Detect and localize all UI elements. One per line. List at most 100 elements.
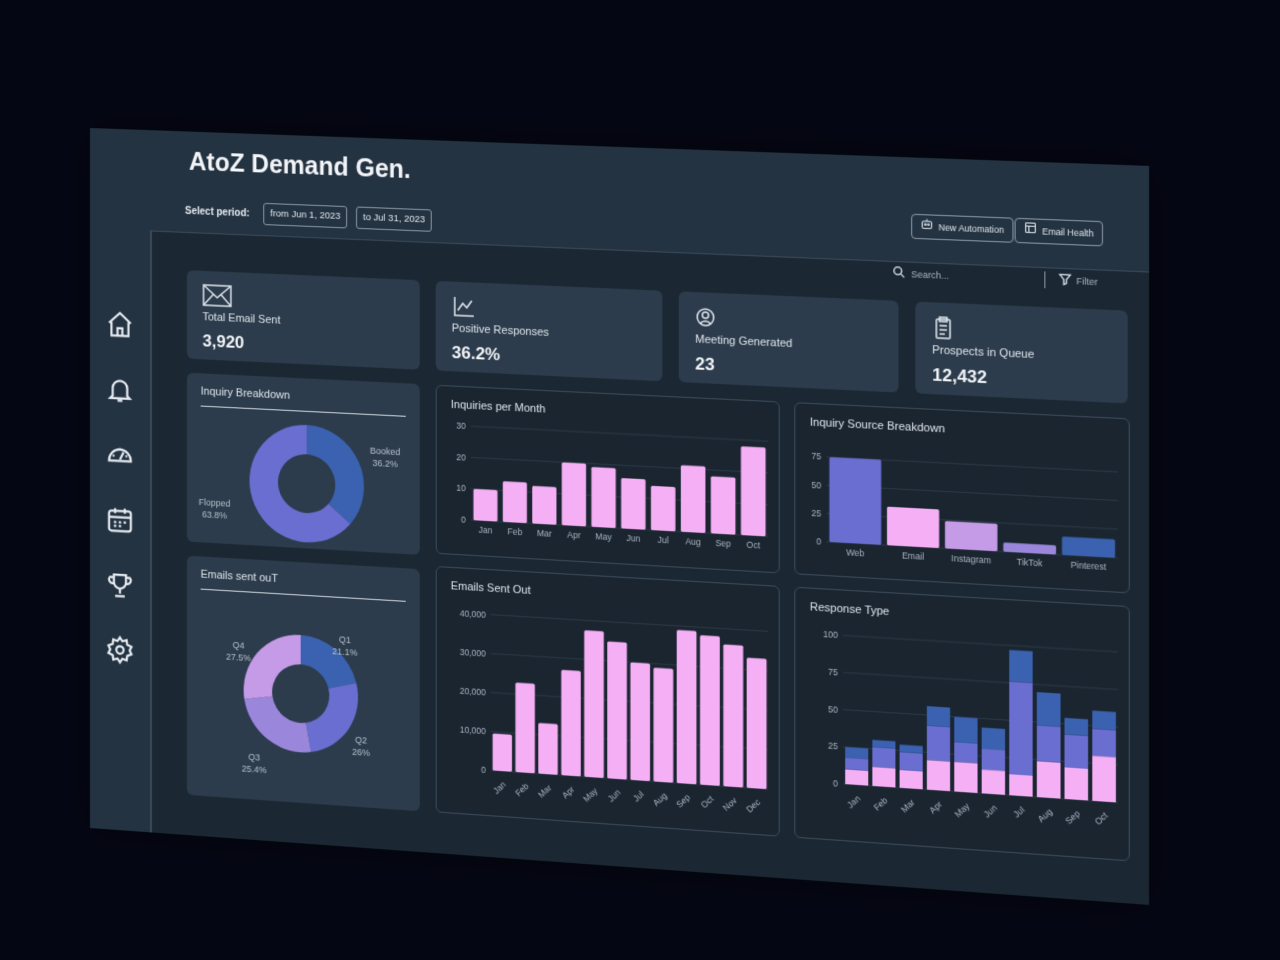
bar-segment-may-0: [954, 762, 977, 793]
bar-feb: [503, 481, 527, 523]
y-tick-label: 50: [811, 479, 821, 490]
bar-aug: [681, 465, 706, 533]
inquiry-source-card: Inquiry Source Breakdown 0 25 50 75 Web Email…: [794, 402, 1130, 593]
bar-segment-oct-1: [1092, 729, 1116, 758]
stat-card-total-email: Total Email Sent 3,920: [187, 270, 420, 370]
y-tick-label: 75: [828, 666, 838, 677]
x-tick-label: Jul: [658, 535, 669, 546]
x-tick-label: Jun: [981, 802, 999, 820]
bar-sep: [677, 630, 697, 785]
y-tick-label: 20: [456, 452, 466, 463]
stat-value: 12,432: [932, 365, 987, 388]
bar-segment-apr-2: [927, 706, 950, 727]
pie-label-booked: Booked 36.2%: [370, 444, 400, 470]
bar-segment-jun-0: [982, 769, 1005, 795]
inquiries-per-month-card: Inquiries per Month 0 10 20 30 Jan Feb Mar Apr M…: [436, 385, 780, 574]
calendar-icon[interactable]: [104, 502, 137, 538]
toolbar-divider: [1044, 271, 1045, 288]
robot-icon: [921, 215, 934, 238]
x-tick-label: Oct: [746, 539, 760, 550]
bar-segment-jun-2: [982, 728, 1005, 750]
emails-sent-bar-chart: 0 10,000 20,000 30,000 40,000 Jan Feb Mar Apr May…: [437, 567, 779, 835]
pie-label-value: 36.2%: [370, 457, 400, 471]
x-tick-label: Aug: [651, 790, 669, 808]
x-tick-label: May: [581, 785, 600, 804]
bar-segment-sep-2: [1065, 718, 1089, 736]
x-tick-label: Jan: [845, 793, 863, 810]
gridline: [471, 426, 769, 441]
bar-mar: [532, 486, 556, 525]
pie-label-q2: Q2 26%: [352, 733, 370, 759]
bar-segment-feb-0: [872, 767, 895, 788]
bar-oct: [741, 446, 766, 536]
x-tick-label: May: [952, 800, 972, 820]
bar-apr: [562, 462, 586, 526]
x-tick-label: Apr: [567, 529, 581, 540]
bar-segment-aug-0: [1037, 761, 1061, 799]
email-health-label: Email Health: [1042, 220, 1093, 245]
x-tick-label: Sep: [715, 538, 731, 549]
pie-label-q1: Q1 21.1%: [332, 633, 357, 659]
x-tick-label: Sep: [674, 792, 692, 810]
x-tick-label: Feb: [871, 795, 889, 813]
bar-may: [591, 467, 615, 528]
bar-pinterest: [1062, 537, 1115, 558]
y-tick-label: 0: [833, 778, 838, 789]
bar-dec: [747, 658, 767, 789]
filter-icon: [1058, 272, 1072, 288]
speedometer-icon[interactable]: [104, 437, 137, 473]
trophy-icon[interactable]: [104, 567, 137, 603]
bar-oct: [700, 635, 720, 786]
bar-segment-may-1: [954, 742, 977, 763]
bar-jan: [493, 733, 512, 771]
bar-segment-jan-2: [845, 747, 868, 759]
bar-may: [584, 630, 604, 778]
search-input[interactable]: Search...: [892, 265, 949, 283]
end-date-picker[interactable]: to Jul 31, 2023: [356, 206, 432, 231]
y-tick-label: 100: [823, 629, 838, 640]
pie-label-value: 27.5%: [226, 651, 251, 665]
x-tick-label: Jul: [1011, 804, 1027, 820]
y-tick-label: 50: [828, 704, 838, 715]
period-label: Select period:: [185, 206, 250, 220]
home-icon[interactable]: [104, 307, 137, 343]
y-tick-label: 20,000: [460, 685, 486, 697]
y-tick-label: 30,000: [460, 647, 486, 659]
bar-segment-jun-1: [982, 748, 1005, 770]
gridline: [471, 458, 769, 474]
start-date-picker[interactable]: from Jun 1, 2023: [263, 203, 347, 229]
y-tick-label: 10,000: [460, 724, 486, 736]
bar-jul: [630, 662, 650, 781]
x-tick-label: Jun: [626, 533, 640, 544]
gridline: [843, 673, 1118, 690]
bar-segment-oct-0: [1092, 756, 1116, 803]
bar-apr: [561, 670, 581, 777]
x-tick-label: Jan: [479, 525, 493, 536]
bar-segment-aug-1: [1037, 725, 1061, 763]
bar-email: [887, 507, 939, 548]
bell-icon[interactable]: [104, 372, 137, 408]
bar-segment-jul-2: [1009, 650, 1032, 683]
x-tick-label: Aug: [685, 536, 701, 547]
gear-icon[interactable]: [104, 632, 137, 668]
search-placeholder: Search...: [911, 269, 949, 281]
x-tick-label: May: [595, 531, 612, 542]
stat-card-meetings: Meeting Generated 23: [679, 291, 899, 392]
pie-slice-booked: [307, 425, 364, 525]
y-tick-label: 30: [456, 420, 466, 431]
clipboard-icon: [932, 315, 964, 341]
stat-card-positive-responses: Positive Responses 36.2%: [436, 281, 663, 381]
new-automation-button[interactable]: New Automation: [911, 214, 1013, 243]
email-health-button[interactable]: Email Health: [1015, 218, 1104, 247]
envelope-icon: [203, 283, 232, 308]
stat-label: Prospects in Queue: [932, 344, 1034, 361]
pie-label-value: 26%: [352, 746, 370, 759]
response-type-card: Response Type 0 25 50 75 100 Jan Feb Mar Apr May J…: [794, 587, 1130, 862]
filter-button[interactable]: Filter: [1058, 272, 1097, 289]
bar-jun: [621, 478, 645, 530]
x-tick-label: Pinterest: [1071, 560, 1108, 573]
pie-label-flopped: Flopped 63.8%: [199, 496, 231, 522]
y-tick-label: 10: [456, 483, 466, 494]
bar-segment-may-2: [954, 717, 977, 744]
bar-segment-jul-0: [1009, 774, 1032, 797]
